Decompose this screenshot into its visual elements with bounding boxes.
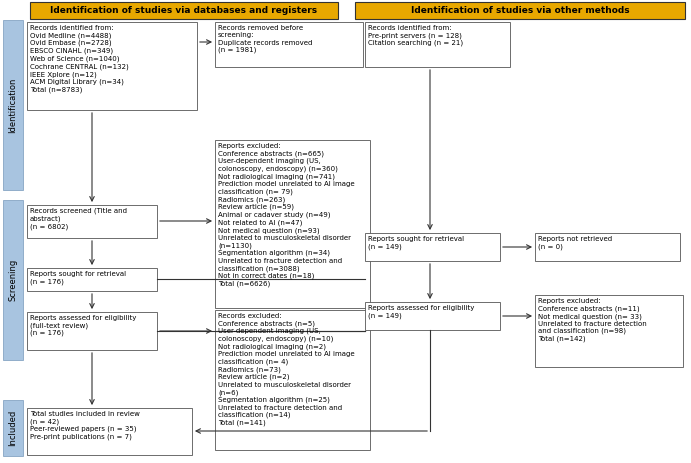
Bar (215, 140, 370, 308)
Text: Records removed before
screening:
Duplicate records removed
(n = 1981): Records removed before screening: Duplic… (218, 25, 312, 53)
Bar (365, 302, 500, 330)
Bar (27, 205, 157, 238)
Text: Reports sought for retrieval
(n = 149): Reports sought for retrieval (n = 149) (368, 236, 464, 250)
Bar (535, 233, 680, 261)
Text: Identification of studies via other methods: Identification of studies via other meth… (410, 6, 630, 15)
Text: Reports assessed for eligibility
(full-text review)
(n = 176): Reports assessed for eligibility (full-t… (30, 315, 136, 337)
Text: Reports sought for retrieval
(n = 176): Reports sought for retrieval (n = 176) (30, 271, 126, 285)
Bar (30, 2, 338, 19)
Text: Identification: Identification (8, 77, 17, 133)
Text: Reports excluded:
Conference abstracts (n=665)
User-dependent imaging (US,
colon: Reports excluded: Conference abstracts (… (218, 143, 354, 287)
Text: Total studies included in review
(n = 42)
Peer-reviewed papers (n = 35)
Pre-prin: Total studies included in review (n = 42… (30, 411, 140, 440)
Bar (27, 408, 192, 455)
Text: Included: Included (8, 410, 17, 446)
Bar (27, 312, 157, 350)
Bar (3, 200, 23, 360)
Text: Records excluded:
Conference abstracts (n=5)
User-dependent imaging (US,
colonos: Records excluded: Conference abstracts (… (218, 313, 354, 426)
Text: Records screened (Title and
abstract)
(n = 6802): Records screened (Title and abstract) (n… (30, 208, 127, 230)
Text: Reports not retrieved
(n = 0): Reports not retrieved (n = 0) (538, 236, 612, 250)
Text: Records identified from:
Ovid Medline (n=4488)
Ovid Embase (n=2728)
EBSCO CINAHL: Records identified from: Ovid Medline (n… (30, 25, 129, 93)
Bar (215, 310, 370, 450)
Bar (535, 295, 683, 367)
Text: Identification of studies via databases and registers: Identification of studies via databases … (50, 6, 318, 15)
Text: Reports excluded:
Conference abstracts (n=11)
Not medical question (n= 33)
Unrel: Reports excluded: Conference abstracts (… (538, 298, 647, 342)
Bar (27, 22, 197, 110)
Bar (355, 2, 685, 19)
Bar (365, 22, 510, 67)
Text: Reports assessed for eligibility
(n = 149): Reports assessed for eligibility (n = 14… (368, 305, 475, 319)
Bar (215, 22, 363, 67)
Text: Records identified from:
Pre-print servers (n = 128)
Citation searching (n = 21): Records identified from: Pre-print serve… (368, 25, 463, 46)
Bar (27, 268, 157, 291)
Bar (3, 400, 23, 456)
Bar (3, 20, 23, 190)
Bar (365, 233, 500, 261)
Text: Screening: Screening (8, 259, 17, 301)
